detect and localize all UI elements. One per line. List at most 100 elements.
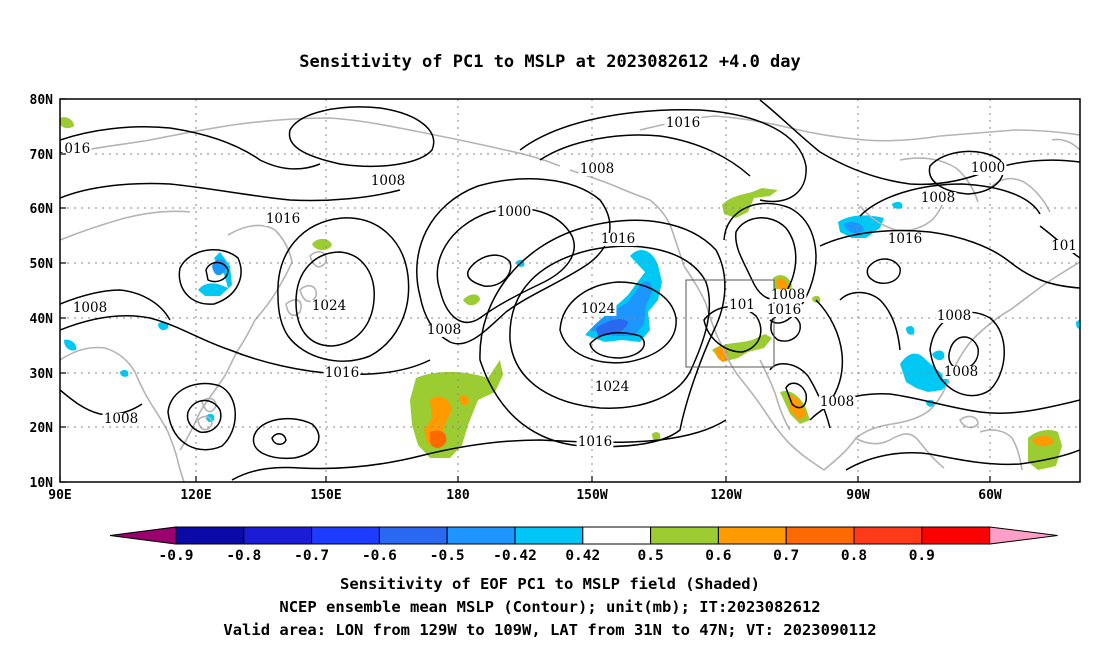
colorbar-cell-10	[785, 526, 855, 545]
contour-label-1016-west-arctic-bg	[60, 143, 92, 156]
contour-label-1008-southeast-bg	[942, 366, 980, 379]
contour-label-1016-gulf-alaska-bg	[599, 233, 637, 246]
contour-label-1024-pacific-high: 1024	[581, 301, 615, 317]
shade-lightblue-central-pacific	[1076, 320, 1080, 329]
caption-line-valid-area: Valid area: LON from 129W to 109W, LAT f…	[223, 621, 876, 639]
colorbar-cell-9	[717, 526, 787, 545]
colorbar-cell-3	[311, 526, 380, 545]
colorbar-cell-4	[378, 526, 448, 545]
shade-green-idaho	[812, 295, 821, 303]
colorbar-label-3: -0.6	[362, 548, 397, 564]
contour-label-1008-bering-bg	[578, 163, 616, 176]
contour-label-1008-bering: 1008	[580, 161, 614, 177]
colorbar-cell-6	[514, 526, 584, 545]
isobar-arctic-1016	[60, 126, 321, 170]
contour-label-1024-west-pacific: 1024	[312, 298, 346, 314]
shade-midblue-hudson	[844, 222, 864, 234]
colorbar-label-5: -0.42	[493, 548, 537, 564]
valid-area-box	[685, 279, 775, 368]
lon-label-150w: 150W	[576, 488, 607, 503]
colorbar-label-10: 0.8	[841, 548, 867, 564]
isobar-tropical-high-inner	[271, 433, 287, 445]
contour-label-1016-tropical-pacific: 1016	[578, 434, 612, 450]
caption-line-contour: NCEP ensemble mean MSLP (Contour); unit(…	[279, 598, 820, 616]
colorbar-label-0: -0.9	[159, 548, 194, 564]
lon-label-150e: 150E	[310, 488, 341, 503]
contour-label-1016-subtropical-bg	[323, 367, 361, 380]
sensitivity-shading	[60, 117, 1080, 470]
contour-label-1000-aleutian-low-bg	[495, 206, 533, 219]
contour-label-1008-china-bg	[71, 302, 109, 315]
colorbar-label-7: 0.5	[637, 548, 663, 564]
lon-label-120e: 120E	[180, 488, 211, 503]
shade-blue-pacific-high	[596, 319, 628, 336]
contour-label-1008-southeast: 1008	[944, 364, 978, 380]
contour-label-1008-south-china-bg	[102, 413, 140, 426]
colorbar-cell-above-max	[989, 526, 1058, 545]
contour-label-1016-great-basin: 1016	[767, 302, 801, 318]
contour-label-1008-mexico-bg	[818, 396, 856, 409]
isobar-india-1008	[60, 389, 143, 416]
shade-lightblue-labrador	[892, 201, 903, 209]
shade-green-aleutian	[463, 294, 480, 306]
lat-label-70n: 70N	[30, 148, 54, 163]
lat-lon-grid	[60, 99, 1080, 482]
contour-label-1024-pacific-high-south: 1024	[595, 379, 629, 395]
colorbar-cell-2	[243, 526, 313, 545]
colorbar-label-9: 0.7	[773, 548, 799, 564]
lat-label-80n: 80N	[30, 93, 54, 108]
colorbar-cell-7	[582, 526, 652, 545]
contour-label-1016-arctic: 1016	[666, 115, 700, 131]
isobar-south-china-low	[186, 399, 222, 433]
isobar-south-china-outer	[167, 382, 236, 451]
latitude-labels: 80N 70N 60N 50N 40N 30N 20N 10N	[30, 93, 54, 491]
contour-label-101-california-bg	[727, 299, 757, 312]
isobar-subtropical-1016	[60, 314, 431, 376]
lon-label-180: 180	[446, 488, 470, 503]
colorbar-label-11: 0.9	[909, 548, 935, 564]
isobar-siberia-low	[178, 249, 242, 305]
lon-label-90e: 90E	[48, 488, 71, 503]
contour-label-1016-great-lakes-bg	[886, 233, 924, 246]
contour-label-1008-east-coast-bg	[935, 310, 973, 323]
colorbar: -0.9 -0.8 -0.7 -0.6 -0.5 -0.42 0.42 0.5 0.6 0.7 0.…	[109, 526, 1058, 564]
contour-label-1008-siberia-bg	[369, 175, 407, 188]
contour-label-1016-tropical-pacific-bg	[576, 436, 614, 449]
shade-darkorange-west-pacific	[430, 430, 447, 448]
shade-midblue-pacific-high	[590, 281, 653, 336]
colorbar-cell-11	[853, 526, 923, 545]
contour-label-1016-japan-bg	[264, 213, 302, 226]
shade-green-japan	[312, 238, 332, 251]
contour-label-1016-japan: 1016	[266, 211, 300, 227]
contour-label-1016-west-arctic: 1016	[56, 141, 90, 157]
isobar-tropics-1016	[231, 419, 727, 481]
lat-label-40n: 40N	[30, 312, 54, 327]
shade-lightblue-eastcoast	[900, 353, 950, 392]
isobar-hudson-outer	[859, 183, 1041, 217]
lat-label-20n: 20N	[30, 421, 54, 436]
contour-label-1000-hudson-bg	[969, 162, 1007, 175]
lat-label-50n: 50N	[30, 257, 54, 272]
colorbar-cells	[109, 526, 1058, 545]
lat-label-60n: 60N	[30, 202, 54, 217]
isobar-mexico-inner	[785, 382, 808, 409]
contour-label-1008-south-china: 1008	[104, 411, 138, 427]
shade-orange-carib-east	[1032, 435, 1054, 447]
lat-label-10n: 10N	[30, 476, 54, 491]
contour-label-1008-east-coast: 1008	[937, 308, 971, 324]
isobar-great-lakes-1016	[819, 229, 1080, 289]
figure-caption: Sensitivity of EOF PC1 to MSLP field (Sh…	[223, 575, 876, 639]
figure-title: Sensitivity of PC1 to MSLP at 2023082612…	[299, 52, 801, 72]
shade-lightblue-atlantic	[932, 350, 945, 361]
colorbar-labels: -0.9 -0.8 -0.7 -0.6 -0.5 -0.42 0.42 0.5 0.6 0.7 0.…	[159, 548, 935, 564]
contour-label-1024-pacific-high-south-bg	[593, 381, 631, 394]
isobar-tropical-high	[252, 417, 320, 460]
contour-label-101-atlantic: 101	[1051, 238, 1077, 254]
shade-lightblue-indochina	[158, 321, 169, 331]
contour-label-1016-gulf-alaska: 1016	[601, 231, 635, 247]
isobar-bering-1008	[539, 134, 751, 177]
lat-label-30n: 30N	[30, 367, 54, 382]
isobar-west-pacific-high	[295, 251, 375, 347]
colorbar-cell-below-min	[109, 526, 177, 545]
mslp-contours	[60, 99, 1080, 481]
